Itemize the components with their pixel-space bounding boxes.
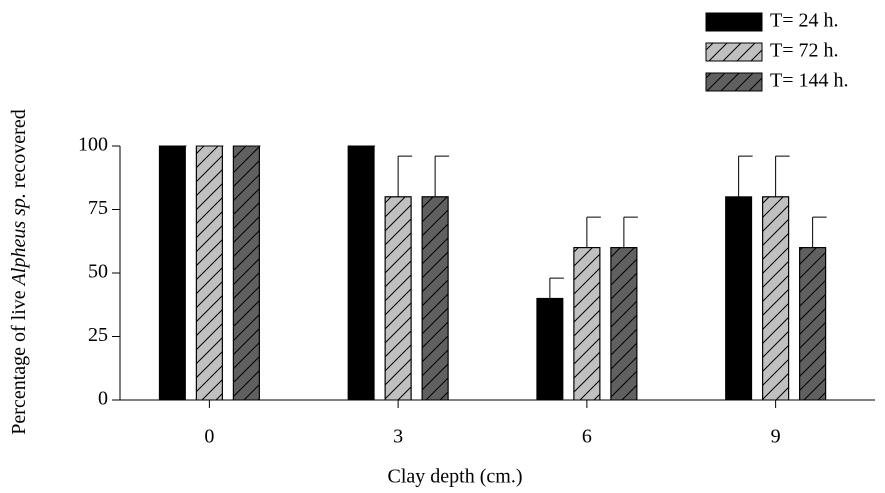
error-bar: [586, 216, 601, 248]
bar-hatch: [384, 196, 412, 401]
bar-hatch: [232, 145, 260, 401]
y-label-part: recovered: [8, 109, 30, 193]
x-tick-label: 6: [582, 426, 592, 448]
legend-swatch: [705, 12, 763, 32]
bar: [725, 196, 753, 401]
bar: [158, 145, 186, 401]
x-tick-label: 9: [771, 426, 781, 448]
error-bar: [623, 216, 638, 248]
y-axis-label: Percentage of live Alpheus sp. recovered: [8, 109, 30, 434]
bar-hatch: [762, 196, 790, 401]
bar-hatch: [573, 247, 601, 401]
bar-hatch: [610, 247, 638, 401]
x-tick-label: 0: [204, 426, 214, 448]
bar-hatch: [421, 196, 449, 401]
bar-hatch: [799, 247, 827, 401]
legend-hatch: [705, 42, 763, 62]
bar: [536, 297, 564, 401]
legend-label: T= 24 h.: [770, 10, 839, 32]
legend-label: T= 144 h.: [770, 70, 849, 92]
error-bar: [397, 155, 413, 197]
error-bar: [812, 216, 827, 248]
y-tick-label: 25: [88, 324, 108, 346]
error-bar: [738, 155, 753, 197]
bar-hatch: [195, 145, 223, 401]
legend-label: T= 72 h.: [770, 40, 839, 62]
x-axis-label: Clay depth (cm.): [388, 466, 523, 488]
x-tick-label: 3: [393, 426, 403, 448]
y-tick-label: 50: [88, 261, 108, 283]
y-tick-label: 100: [78, 134, 108, 156]
bar: [347, 145, 375, 401]
legend-hatch: [705, 72, 763, 92]
error-bar: [434, 155, 450, 197]
y-tick-label: 75: [88, 197, 108, 219]
error-bar: [775, 155, 790, 197]
error-bar: [549, 277, 564, 299]
y-label-part: Percentage of live: [8, 285, 30, 434]
y-label-part: Alpheus sp.: [8, 193, 30, 287]
y-tick-label: 0: [98, 388, 108, 410]
